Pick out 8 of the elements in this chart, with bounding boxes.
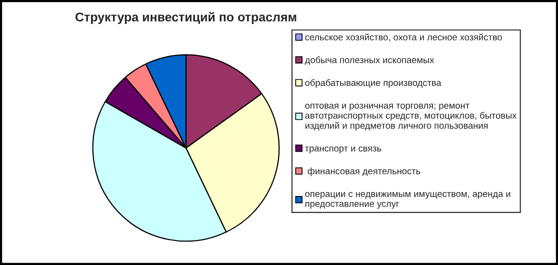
chart-title: Структура инвестиций по отраслям [76,12,296,24]
legend-label: операции с недвижимым имуществом, аренда и предоставление услуг [305,192,510,209]
legend-label: сельское хозяйство, охота и лесное хозяйство [305,34,502,42]
legend-label: добыча полезных ископаемых [304,56,434,65]
legend-label: финансовая деятельность [308,168,420,176]
legend-label: оптовая и розничная торговля; ремонт автотранспортных средств, мотоциклов, бытовых изделий и предметов личного пользования [305,104,517,131]
legend-label: транспорт и связь [304,146,382,154]
legend-label: обрабатывающие производства [305,79,442,88]
